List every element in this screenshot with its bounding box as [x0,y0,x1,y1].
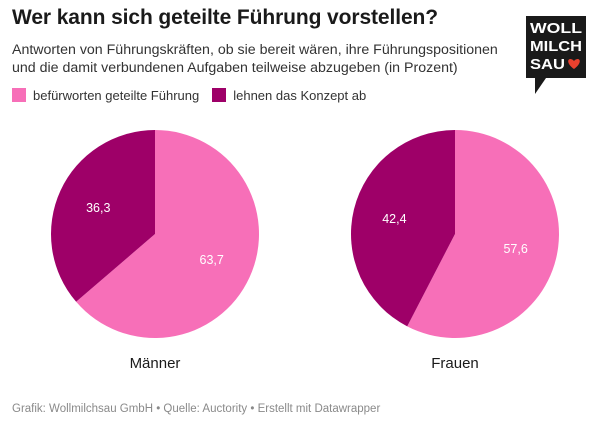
pie-label-0-1: 36,3 [86,201,110,215]
pie-slice-1-0 [407,130,560,339]
subtitle-line-2: und die damit verbundenen Aufgaben teilw… [12,60,458,76]
pie-title-frauen: Frauen [431,355,479,372]
chart-title: Wer kann sich geteilte Führung vorstelle… [12,6,438,29]
legend-item-reject: lehnen das Konzept ab [212,88,366,103]
legend-swatch-approve [12,88,26,102]
pie-slice-1-1 [351,130,455,327]
logo-text-line3: SAU [530,56,565,73]
legend-label-approve: befürworten geteilte Führung [33,87,200,103]
pie-title-maenner: Männer [129,355,181,372]
pie-slice-0-1 [50,130,155,302]
pie-label-1-0: 57,6 [503,242,527,256]
wollmilchsau-logo: WOLL MILCH SAU [526,16,586,94]
pie-slice-0-0 [76,130,259,339]
legend-swatch-reject [212,88,227,102]
legend: befürworten geteilte Führung lehnen das … [12,87,379,103]
legend-item-approve: befürworten geteilte Führung [12,88,199,103]
logo-text-line1: WOLL [530,20,582,37]
legend-label-reject: lehnen das Konzept ab [233,87,367,103]
heart-icon [568,59,580,69]
pie-label-1-1: 42,4 [382,212,406,226]
pie-label-0-0: 63,7 [200,253,224,267]
logo-text-line2: MILCH [530,38,582,55]
source-footer: Grafik: Wollmilchsau GmbH • Quelle: Auct… [12,403,381,415]
subtitle-line-1: Antworten von Führungskräften, ob sie be… [12,42,498,58]
chart-subtitle: Antworten von Führungskräften, ob sie be… [12,41,512,77]
